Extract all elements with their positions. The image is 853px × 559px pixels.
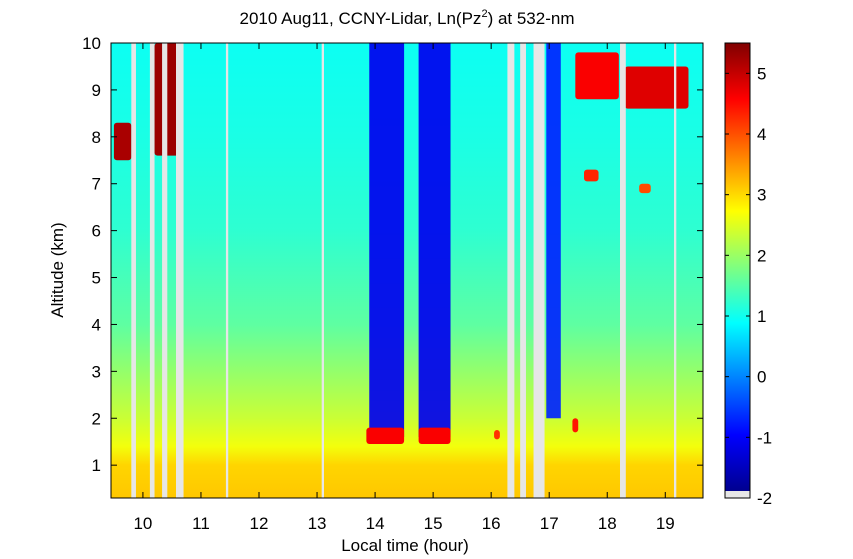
colorbar-tick-label: 3 <box>757 186 766 205</box>
data-gap <box>673 43 677 498</box>
y-axis: 1 2 3 4 5 6 7 8 9 10 <box>82 34 703 475</box>
colorbar-tick-label: -2 <box>757 489 772 508</box>
backscatter-background <box>111 43 703 498</box>
y-tick-label: 1 <box>92 456 101 475</box>
colorbar-tick-label: 2 <box>757 246 766 265</box>
plot-area <box>111 43 703 498</box>
x-tick-label: 15 <box>424 514 443 533</box>
x-axis-label: Local time (hour) <box>341 536 469 555</box>
low-signal-regions <box>369 43 561 438</box>
cloud-layer <box>624 66 689 109</box>
cloud-layer <box>575 52 619 100</box>
colorbar-gap-swatch <box>725 491 750 498</box>
colorbar-ticks: -2 -1 0 1 2 3 4 5 <box>725 64 772 508</box>
cloud-layer <box>418 427 451 445</box>
y-tick-label: 9 <box>92 81 101 100</box>
low-signal-region <box>369 43 405 438</box>
data-gap <box>321 43 325 498</box>
plot-frame <box>110 42 704 499</box>
x-tick-label: 11 <box>192 514 210 533</box>
colorbar-tick-label: -1 <box>757 428 772 447</box>
x-axis: 10 11 12 13 14 15 16 17 18 19 <box>133 43 675 533</box>
cloud-layer <box>494 429 500 440</box>
chart-title: 2010 Aug11, CCNY-Lidar, Ln(Pz2) at 532-n… <box>240 8 575 28</box>
data-gap <box>149 43 155 498</box>
x-tick-label: 10 <box>133 514 152 533</box>
cloud-layer <box>572 418 579 433</box>
data-gap <box>225 43 229 498</box>
colorbar-tick-label: 4 <box>757 125 766 144</box>
y-tick-label: 5 <box>92 269 101 288</box>
data-gap <box>162 43 168 498</box>
cloud-layer <box>639 183 651 194</box>
cloud-layer <box>113 122 132 161</box>
colorbar-gradient <box>725 43 750 491</box>
y-tick-label: 4 <box>92 315 101 334</box>
cloud-layer <box>154 43 181 156</box>
x-tick-label: 18 <box>598 514 617 533</box>
data-gap <box>520 43 526 498</box>
colorbar-tick-label: 0 <box>757 368 766 387</box>
data-gap <box>533 43 545 498</box>
cloud-layer <box>366 427 405 445</box>
data-gap <box>620 43 626 498</box>
y-tick-label: 2 <box>92 409 101 428</box>
y-tick-label: 10 <box>82 34 101 53</box>
y-tick-label: 8 <box>92 128 101 147</box>
colorbar-tick-label: 5 <box>757 64 766 83</box>
cloud-layers <box>113 43 689 445</box>
x-tick-label: 17 <box>540 514 559 533</box>
data-gap <box>176 43 184 498</box>
x-tick-label: 13 <box>308 514 327 533</box>
colorbar-tick-label: 1 <box>757 307 766 326</box>
y-axis-label: Altitude (km) <box>48 222 67 317</box>
data-gaps <box>131 43 677 498</box>
colorbar: -2 -1 0 1 2 3 4 5 <box>724 42 772 508</box>
cloud-layer <box>584 169 599 182</box>
x-tick-label: 19 <box>656 514 675 533</box>
x-tick-label: 16 <box>482 514 501 533</box>
low-signal-region <box>546 43 561 419</box>
data-gap <box>131 43 136 498</box>
y-tick-label: 3 <box>92 362 101 381</box>
data-gap <box>507 43 515 498</box>
x-tick-label: 14 <box>366 514 385 533</box>
low-signal-region <box>418 43 451 438</box>
colorbar-frame <box>724 42 751 499</box>
y-tick-label: 6 <box>92 222 101 241</box>
x-tick-label: 12 <box>250 514 269 533</box>
y-tick-label: 7 <box>92 175 101 194</box>
